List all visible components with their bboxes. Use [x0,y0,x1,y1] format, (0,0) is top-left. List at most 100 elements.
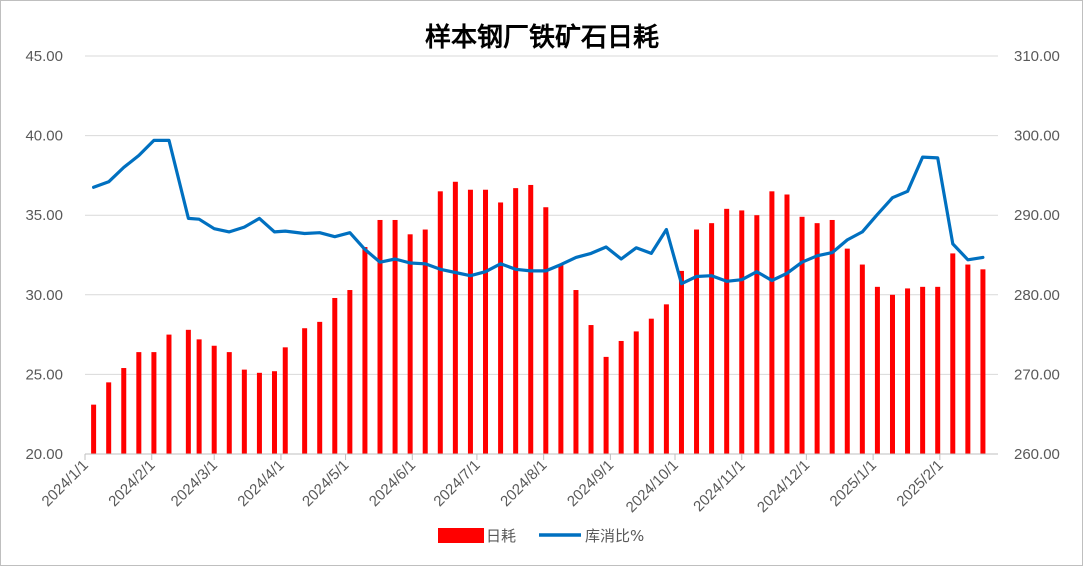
left-axis: 20.00 25.00 30.00 35.00 40.00 45.00 [25,48,63,463]
bar [874,286,880,454]
line-point [650,252,653,255]
line-point [695,275,698,278]
x-tick-label: 2024/6/1 [366,457,419,510]
right-tick-label: 280.00 [1014,287,1060,304]
bar [739,210,745,454]
x-tick-label: 2024/5/1 [299,457,352,510]
bar [196,339,202,454]
bar [588,325,594,454]
left-tick-label: 20.00 [25,446,63,463]
line-point [846,239,849,241]
x-tick-label: 2025/1/1 [827,457,880,510]
line-point [590,252,592,255]
line-point [560,263,562,266]
bar [543,207,549,454]
line-point [665,228,668,231]
bar [151,352,157,454]
line-point [740,278,743,281]
line-point [168,139,170,142]
line-point [107,180,110,183]
bar [905,288,911,454]
bar [467,189,473,454]
line-point [861,231,864,233]
bar [302,328,308,454]
line-point [786,272,788,275]
line-point [575,256,577,259]
x-tick-label: 2024/10/1 [623,457,682,516]
line-point [198,218,200,220]
line-point [635,247,638,249]
left-tick-label: 40.00 [25,128,63,145]
right-tick-label: 310.00 [1014,48,1060,65]
line-point [921,156,924,158]
legend-bar-label: 日耗 [486,527,516,545]
bar [754,215,760,454]
legend: 日耗 库消比% [438,527,644,545]
line-point [891,196,894,199]
line-point [284,230,287,232]
bar [91,404,97,454]
bar [769,191,775,454]
line-point [364,248,366,251]
bar [935,286,941,454]
line-point [876,213,879,216]
line-point [303,232,306,235]
line-point [906,190,909,193]
bar [844,248,850,454]
line-point [484,270,487,273]
bar [121,368,127,454]
bar [829,219,835,454]
line-point [725,280,728,283]
line-point [439,268,442,271]
x-tick-label: 2024/3/1 [168,457,221,510]
x-tick-label: 2024/9/1 [564,457,617,510]
line-point [680,282,683,285]
left-tick-label: 30.00 [25,287,63,304]
x-tick-label: 2024/4/1 [234,457,287,510]
line-point [982,256,984,259]
bar [694,229,700,454]
bar [573,290,579,454]
bar [106,382,112,454]
chart-title: 样本钢厂铁矿石日耗 [425,22,659,53]
line-point [454,271,457,274]
bar [784,194,790,454]
bar [452,181,458,454]
line-point [424,262,427,265]
x-tick-label: 2024/1/1 [39,457,92,510]
bar [282,347,288,454]
right-tick-label: 290.00 [1014,207,1060,224]
line-point [333,235,336,238]
bar [226,352,232,454]
line-point [92,186,95,189]
bar [513,188,519,455]
bar [618,340,624,454]
x-tick-label: 2024/12/1 [754,457,813,516]
line-point [514,268,517,271]
bar [136,352,142,454]
bar [633,331,639,454]
line-series [91,138,985,286]
legend-line-label: 库消比% [585,527,644,545]
bar [558,264,564,454]
line-point [545,270,547,272]
bar [241,369,247,454]
line-point [801,261,803,263]
bar [709,223,715,454]
line-point [771,279,773,282]
bar [678,270,684,454]
bar [392,219,398,454]
bar [317,321,323,454]
bar [814,223,820,454]
line-point [394,258,396,260]
line-point [243,226,246,228]
series-line [91,138,985,286]
bar [362,247,368,454]
right-axis: 260.00 270.00 280.00 290.00 300.00 310.00 [1014,48,1060,463]
line-point [318,231,321,234]
left-tick-label: 45.00 [25,48,63,65]
bar [528,184,534,454]
line-point [409,262,411,264]
bar [437,191,443,454]
line-point [499,262,502,265]
